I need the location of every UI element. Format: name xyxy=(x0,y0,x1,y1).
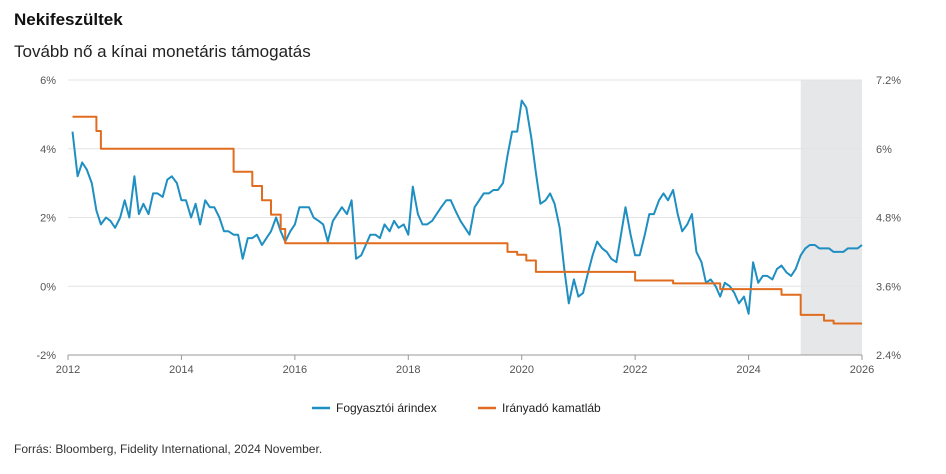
x-tick-label: 2014 xyxy=(169,364,193,376)
y-right-tick-label: 7.2% xyxy=(876,75,901,87)
y-right-tick-label: 2.4% xyxy=(876,350,901,362)
x-tick-label: 2024 xyxy=(736,364,760,376)
x-tick-label: 2012 xyxy=(56,364,80,376)
y-left-tick-label: 6% xyxy=(40,75,56,87)
x-tick-label: 2022 xyxy=(623,364,647,376)
x-tick-label: 2020 xyxy=(509,364,533,376)
legend-item-cpi-label: Fogyasztói árindex xyxy=(336,401,437,415)
x-tick-label: 2026 xyxy=(850,364,874,376)
chart-legend: Fogyasztói árindex Irányadó kamatláb xyxy=(312,401,601,415)
y-left-tick-label: 4% xyxy=(40,144,56,156)
y-left-tick-label: 2% xyxy=(40,213,56,225)
chart-title: Nekifeszültek xyxy=(14,10,123,29)
legend-item-policy-rate-label: Irányadó kamatláb xyxy=(502,401,601,415)
x-tick-label: 2018 xyxy=(396,364,420,376)
y-right-tick-label: 6% xyxy=(876,144,892,156)
series-line-cpi xyxy=(71,99,863,315)
chart-subtitle: Tovább nő a kínai monetáris támogatás xyxy=(14,42,311,61)
source-note: Forrás: Bloomberg, Fidelity Internationa… xyxy=(14,442,323,456)
y-right-tick-label: 3.6% xyxy=(876,281,901,293)
x-tick-label: 2016 xyxy=(283,364,307,376)
y-right-tick-label: 4.8% xyxy=(876,213,901,225)
y-left-tick-label: -2% xyxy=(36,350,56,362)
y-left-tick-label: 0% xyxy=(40,281,56,293)
series-line-policy-rate xyxy=(72,115,862,325)
